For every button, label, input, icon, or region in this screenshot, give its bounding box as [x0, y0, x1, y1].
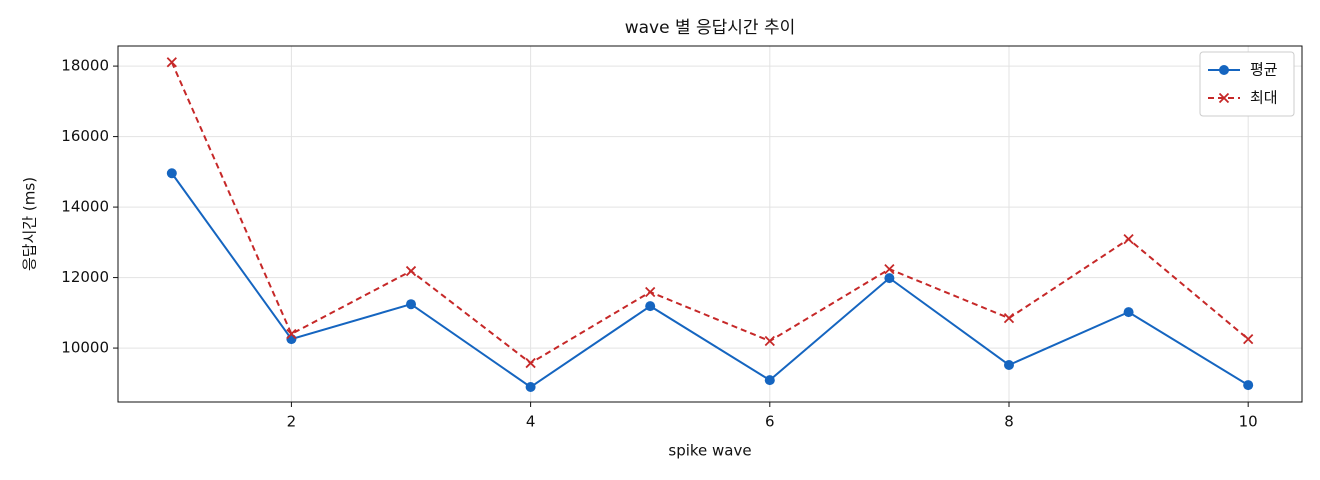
y-tick-label: 14000 [61, 198, 109, 216]
chart-title: wave 별 응답시간 추이 [625, 18, 796, 38]
marker [525, 382, 536, 393]
marker [1123, 234, 1134, 245]
marker [286, 334, 297, 345]
marker [406, 299, 417, 310]
marker [166, 168, 177, 179]
marker [1243, 333, 1254, 345]
y-tick-label: 10000 [61, 339, 109, 357]
x-tick-label: 2 [287, 413, 297, 431]
series-line [171, 172, 1249, 389]
legend-label: 평균 [1250, 61, 1278, 79]
legend-label: 최대 [1250, 89, 1278, 107]
marker [1003, 359, 1014, 370]
x-tick-label: 8 [1004, 413, 1014, 431]
y-tick-label: 16000 [61, 127, 109, 145]
marker [1003, 312, 1015, 324]
marker [166, 57, 177, 68]
marker [405, 265, 417, 277]
legend-marker [1218, 92, 1230, 104]
x-axis-label: spike wave [668, 442, 751, 460]
legend-box [1199, 51, 1295, 117]
plot-frame [117, 45, 1303, 403]
x-tick-label: 4 [526, 413, 536, 431]
marker [884, 263, 895, 275]
marker [764, 375, 775, 386]
y-axis-label: 응답시간 (ms) [21, 177, 39, 271]
marker [645, 301, 656, 312]
marker [645, 286, 656, 298]
x-tick-label: 6 [765, 413, 775, 431]
x-tick-label: 10 [1239, 413, 1258, 431]
marker [525, 357, 536, 369]
y-tick-label: 18000 [61, 57, 109, 75]
marker [1243, 380, 1254, 391]
legend-marker [1219, 65, 1229, 75]
y-tick-label: 12000 [61, 268, 109, 286]
marker [764, 335, 775, 347]
marker [884, 273, 895, 284]
marker [1123, 307, 1134, 318]
series-line [170, 61, 1249, 365]
marker [286, 328, 297, 340]
